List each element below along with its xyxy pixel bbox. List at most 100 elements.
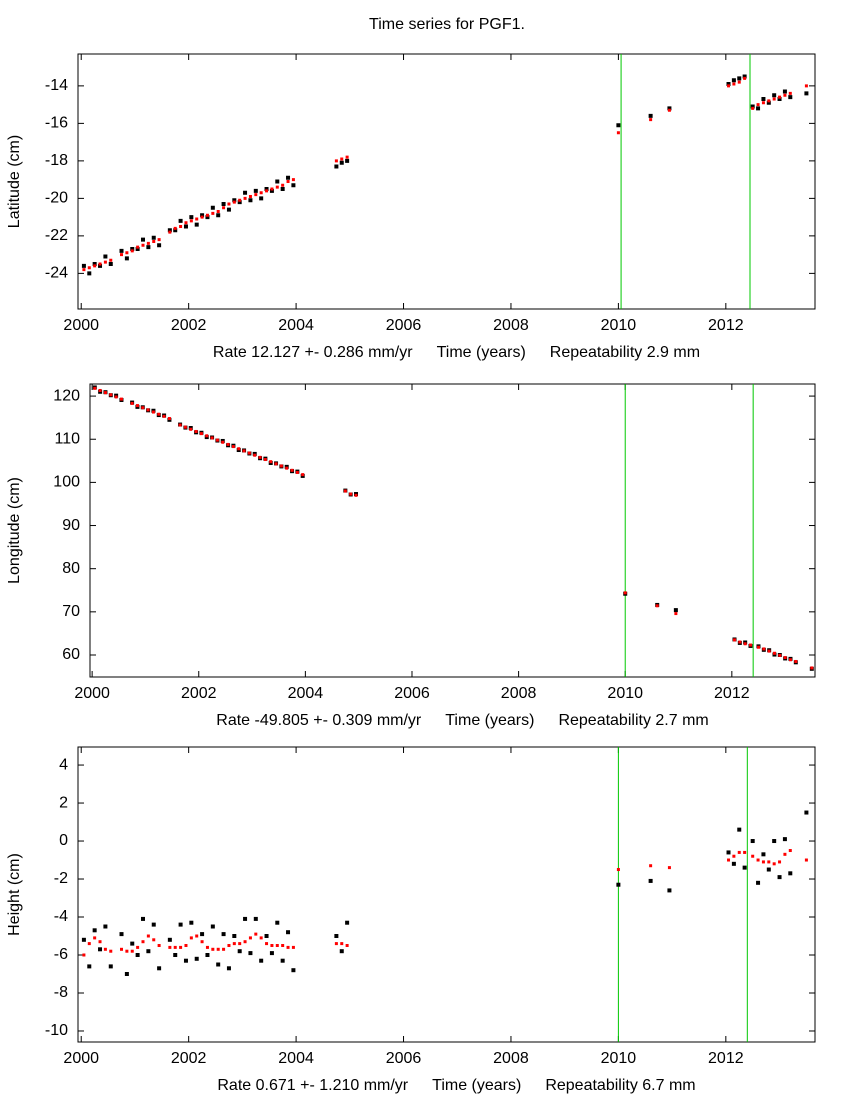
y-tick-label: -8 [54,984,68,1001]
observation-point [737,76,742,81]
model-point [751,854,755,858]
observation-point [87,964,92,969]
plot-frame [77,53,816,310]
model-point [762,647,766,651]
observation-point [81,937,86,942]
observation-point [253,188,258,193]
model-point [157,238,161,242]
observation-point [81,263,86,268]
model-point [146,408,150,412]
model-point [199,432,203,436]
observation-point [286,930,291,935]
observation-point [248,951,253,956]
observation-point [243,190,248,195]
model-point [616,131,620,135]
x-tick-label: 2004 [278,1050,314,1067]
observation-point [737,827,742,832]
model-point [667,866,671,870]
observation-point [334,164,339,169]
y-tick-label: -2 [54,870,68,887]
observation-point [237,200,242,205]
model-point [205,434,209,438]
model-point [200,940,204,944]
observation-point [98,947,103,952]
model-point [751,106,755,110]
x-tick-label: 2012 [708,317,744,334]
model-point [232,200,236,204]
model-point [259,191,263,195]
model-point [227,944,231,948]
observation-point [804,91,809,96]
model-point [93,264,97,268]
observation-point [205,953,210,958]
observation-point [194,956,199,961]
model-point [655,604,659,608]
model-point [173,226,177,230]
y-tick-label: 2 [59,794,68,811]
model-point [103,391,107,395]
observation-point [135,247,140,251]
model-point [189,936,193,940]
model-point [82,268,86,272]
model-point [253,453,257,457]
model-point [674,612,678,616]
model-point [286,180,290,183]
model-point [623,591,627,595]
model-point [136,945,140,949]
model-point [649,118,653,122]
model-point [285,466,289,470]
model-point [275,185,279,189]
observation-point [648,878,653,883]
observation-point [108,262,113,266]
model-point [281,183,285,187]
model-point [237,447,241,451]
model-point [157,944,161,948]
plot-area [81,54,809,309]
x-tick-label: 2008 [493,1050,529,1067]
observation-point [151,235,156,240]
model-point [783,93,787,97]
model-point [222,206,226,210]
y-tick-label: 120 [53,387,80,404]
observation-point [339,949,344,954]
model-point [82,953,86,957]
observation-point [157,243,162,248]
model-point [243,196,247,200]
model-point [794,659,798,663]
observation-point [264,934,269,939]
model-point [157,412,161,416]
rate-label: Rate 0.671 +- 1.210 mm/yr [217,1077,408,1094]
model-point [98,262,102,266]
plot-frame [77,746,816,1043]
x-tick-label: 2000 [63,1050,99,1067]
model-point [200,215,204,219]
model-point [232,942,236,946]
observation-point [788,871,793,876]
observation-point [157,966,162,971]
x-tick-label: 2004 [288,685,324,702]
model-point [248,195,252,198]
model-point [215,438,219,442]
model-point [98,388,102,392]
observation-point [726,850,731,855]
model-point [295,470,299,474]
model-point [93,936,97,940]
model-point [727,84,731,88]
observation-point [766,100,771,105]
x-tick-label: 2002 [171,1050,207,1067]
x-tick-label: 2008 [493,317,529,334]
model-point [195,217,199,221]
y-tick-label: -10 [45,1022,68,1039]
observation-point [280,187,285,191]
observation-point [146,949,151,954]
model-point [767,649,771,653]
model-point [778,653,782,657]
y-axis-label: Latitude (cm) [6,135,23,228]
model-point [179,225,183,228]
model-point [195,934,199,938]
x-tick-label: 2004 [278,317,314,334]
plot-area [81,747,809,1042]
observation-point [731,861,736,866]
model-point [743,850,747,854]
x-axis-label: Rate 0.671 +- 1.210 mm/yr Time (years) Rep… [217,1077,695,1094]
